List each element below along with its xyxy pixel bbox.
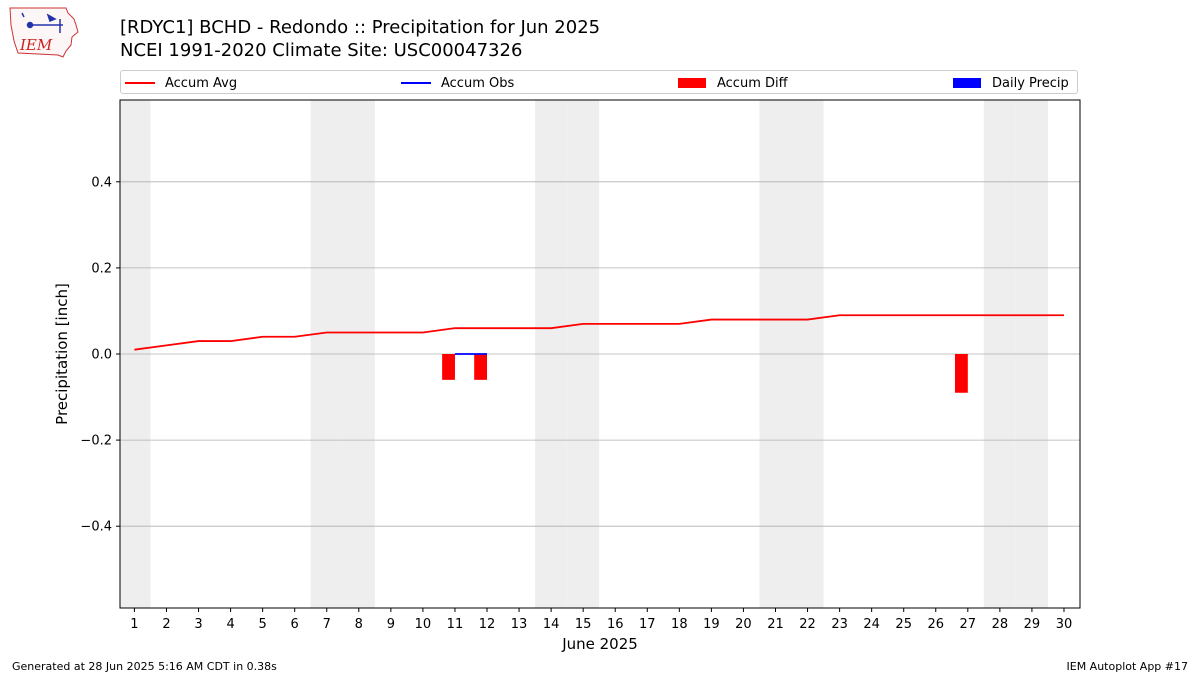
generated-timestamp: Generated at 28 Jun 2025 5:16 AM CDT in … xyxy=(12,660,277,673)
x-tick-label-16: 16 xyxy=(607,617,624,632)
x-tick-label-12: 12 xyxy=(479,617,496,632)
chart-subtitle: NCEI 1991-2020 Climate Site: USC00047326 xyxy=(120,40,523,61)
legend-item-accum-avg: Accum Avg xyxy=(125,73,237,93)
iem-logo: IEM xyxy=(9,7,79,58)
x-tick-label-3: 3 xyxy=(194,617,202,632)
autoplot-app-label: IEM Autoplot App #17 xyxy=(1066,660,1189,673)
y-tick-label-4: 0.4 xyxy=(91,175,112,190)
accum-diff-bar-day-27 xyxy=(954,354,968,393)
x-tick-label-5: 5 xyxy=(258,617,266,632)
y-tick-label-1: −0.2 xyxy=(80,434,112,449)
x-tick-label-27: 27 xyxy=(960,617,977,632)
x-tick-label-7: 7 xyxy=(323,617,331,632)
accum-diff-bar-day-11 xyxy=(442,354,455,380)
legend-label-accum-diff: Accum Diff xyxy=(717,75,788,91)
x-tick-label-6: 6 xyxy=(291,617,299,632)
x-tick-label-25: 25 xyxy=(895,617,912,632)
x-tick-label-20: 20 xyxy=(735,617,752,632)
x-tick-label-4: 4 xyxy=(226,617,234,632)
x-tick-label-30: 30 xyxy=(1056,617,1073,632)
x-axis-label: June 2025 xyxy=(561,635,638,653)
legend-label-accum-avg: Accum Avg xyxy=(165,75,238,91)
x-tick-label-24: 24 xyxy=(863,617,880,632)
accum-diff-bar-day-12 xyxy=(474,354,488,380)
y-tick-label-2: 0.0 xyxy=(91,348,112,363)
accum-avg-line xyxy=(134,314,1064,351)
legend-swatch-accum-obs xyxy=(401,82,431,84)
x-tick-label-11: 11 xyxy=(447,617,464,632)
chart-title: [RDYC1] BCHD - Redondo :: Precipitation … xyxy=(120,17,601,38)
legend-swatch-accum-diff xyxy=(678,78,706,88)
legend-label-daily-precip: Daily Precip xyxy=(992,75,1069,91)
legend-swatch-daily-precip xyxy=(953,78,981,88)
x-tick-label-23: 23 xyxy=(831,617,848,632)
legend-item-daily-precip: Daily Precip xyxy=(953,73,1069,93)
legend-item-accum-diff: Accum Diff xyxy=(678,73,788,93)
x-tick-label-10: 10 xyxy=(415,617,432,632)
x-tick-label-26: 26 xyxy=(927,617,944,632)
x-tick-label-1: 1 xyxy=(130,617,138,632)
legend-swatch-accum-avg xyxy=(125,82,155,84)
x-tick-label-19: 19 xyxy=(703,617,720,632)
y-tick-label-0: −0.4 xyxy=(80,520,112,535)
iowa-outline-icon xyxy=(9,7,79,58)
legend-item-accum-obs: Accum Obs xyxy=(401,73,514,93)
x-tick-label-17: 17 xyxy=(639,617,656,632)
x-tick-label-22: 22 xyxy=(799,617,816,632)
x-tick-label-2: 2 xyxy=(162,617,170,632)
x-tick-label-18: 18 xyxy=(671,617,688,632)
x-tick-label-9: 9 xyxy=(387,617,395,632)
y-tick-label-3: 0.2 xyxy=(91,261,112,276)
chart-legend: Accum Avg Accum Obs Accum Diff Daily Pre… xyxy=(120,70,1078,94)
x-tick-label-14: 14 xyxy=(543,617,560,632)
legend-label-accum-obs: Accum Obs xyxy=(441,75,515,91)
weather-instrument-icon xyxy=(21,12,63,33)
x-tick-label-15: 15 xyxy=(575,617,592,632)
x-tick-label-21: 21 xyxy=(767,617,784,632)
x-tick-label-28: 28 xyxy=(992,617,1009,632)
x-tick-label-29: 29 xyxy=(1024,617,1041,632)
logo-text: IEM xyxy=(19,36,53,54)
y-axis-label: Precipitation [inch] xyxy=(53,283,71,425)
x-tick-label-8: 8 xyxy=(355,617,363,632)
x-tick-label-13: 13 xyxy=(511,617,528,632)
